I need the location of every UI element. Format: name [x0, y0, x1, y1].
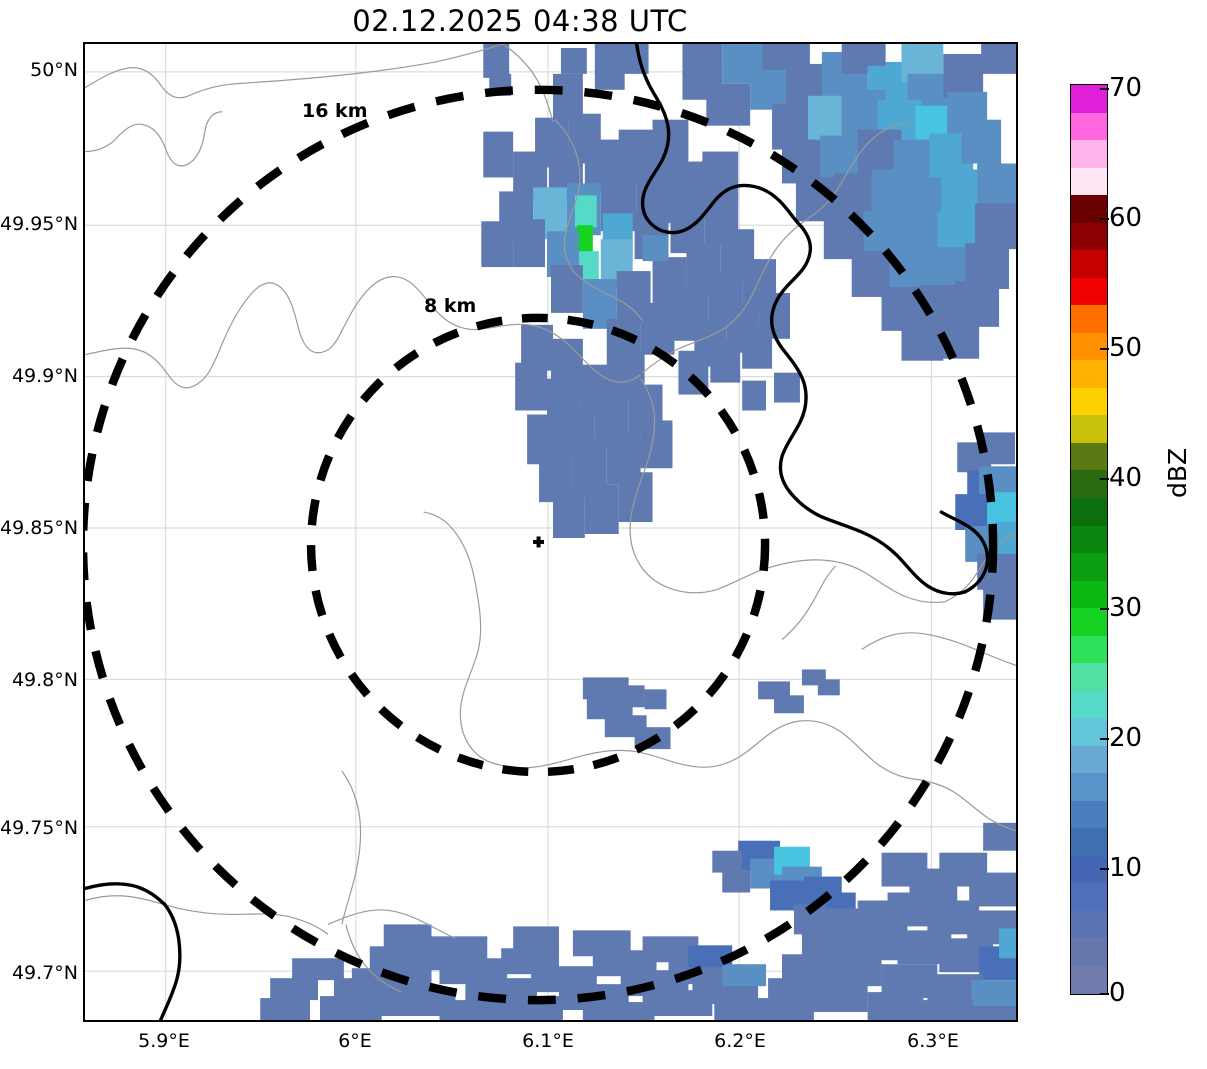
colorbar-band: [1071, 553, 1107, 581]
xtick-label: 6.2°E: [714, 1030, 766, 1052]
colorbar-band: [1071, 663, 1107, 691]
colorbar-band: [1071, 580, 1107, 609]
colorbar-tickmark: [1100, 478, 1109, 480]
xtick-label: 6.1°E: [522, 1030, 574, 1052]
colorbar-tick-label: 20: [1109, 723, 1143, 753]
colorbar-band: [1071, 140, 1107, 168]
colorbar-band: [1071, 112, 1107, 141]
colorbar-band: [1071, 855, 1107, 884]
xtick-label: 6°E: [338, 1030, 372, 1052]
colorbar-tickmark: [1100, 868, 1109, 870]
colorbar-band: [1071, 470, 1107, 498]
colorbar-tick-label: 50: [1109, 333, 1143, 363]
colorbar-tickmark: [1100, 218, 1109, 220]
colorbar-tickmark: [1100, 993, 1109, 995]
colorbar-band: [1071, 442, 1107, 471]
colorbar-tick-label: 70: [1109, 73, 1143, 103]
ytick-label: 49.75°N: [0, 817, 79, 839]
colorbar-band: [1071, 305, 1107, 333]
colorbar-band: [1071, 277, 1107, 306]
colorbar-tickmark: [1100, 608, 1109, 610]
ytick-label: 49.95°N: [0, 213, 79, 235]
ytick-label: 49.8°N: [11, 669, 78, 691]
colorbar-band: [1071, 690, 1107, 719]
country-border-line: [85, 44, 990, 1020]
range-ring-16km: [85, 85, 998, 1005]
colorbar-band: [1071, 222, 1107, 251]
colorbar-band: [1071, 635, 1107, 664]
colorbar-band: [1071, 800, 1107, 829]
minor-boundary-lines: [85, 44, 1016, 993]
colorbar-band: [1071, 167, 1107, 196]
colorbar-band: [1071, 415, 1107, 443]
colorbar-band: [1071, 773, 1107, 801]
colorbar-band: [1071, 250, 1107, 278]
page-title: 02.12.2025 04:38 UTC: [352, 4, 688, 38]
radar-site-marker: [533, 536, 545, 548]
colorbar-band: [1071, 387, 1107, 416]
radar-reflectivity-map: [85, 44, 1016, 1020]
colorbar-tick-label: 30: [1109, 593, 1143, 623]
colorbar-band: [1071, 360, 1107, 388]
colorbar-band: [1071, 718, 1107, 746]
colorbar-band: [1071, 938, 1107, 966]
colorbar-tick-label: 10: [1109, 853, 1143, 883]
ytick-label: 49.7°N: [11, 962, 78, 984]
radar-plot-area[interactable]: [83, 42, 1018, 1022]
colorbar-band: [1071, 883, 1107, 911]
colorbar-tick-label: 0: [1109, 978, 1126, 1008]
colorbar-band: [1071, 745, 1107, 774]
radar-echo-cells: [260, 44, 1016, 1020]
colorbar-band: [1071, 966, 1107, 994]
xtick-label: 6.3°E: [907, 1030, 959, 1052]
range-ring-label-16km: 16 km: [302, 100, 368, 122]
colorbar-tickmark: [1100, 738, 1109, 740]
colorbar-band: [1071, 85, 1107, 113]
colorbar-band: [1071, 608, 1107, 636]
ytick-label: 49.85°N: [0, 517, 79, 539]
colorbar-band: [1071, 525, 1107, 554]
xtick-label: 5.9°E: [138, 1030, 190, 1052]
colorbar-band: [1071, 332, 1107, 361]
range-rings: [85, 85, 998, 1005]
ytick-label: 49.9°N: [11, 365, 78, 387]
colorbar-axis-label: dBZ: [1163, 447, 1192, 498]
colorbar[interactable]: [1070, 84, 1108, 995]
colorbar-tick-label: 60: [1109, 203, 1143, 233]
colorbar-tickmark: [1100, 88, 1109, 90]
colorbar-band: [1071, 910, 1107, 939]
colorbar-band: [1071, 497, 1107, 526]
range-ring-8km: [306, 313, 770, 777]
range-ring-label-8km: 8 km: [424, 295, 477, 317]
colorbar-tickmark: [1100, 348, 1109, 350]
colorbar-tick-label: 40: [1109, 463, 1143, 493]
colorbar-band: [1071, 828, 1107, 856]
ytick-label: 50°N: [30, 59, 78, 81]
